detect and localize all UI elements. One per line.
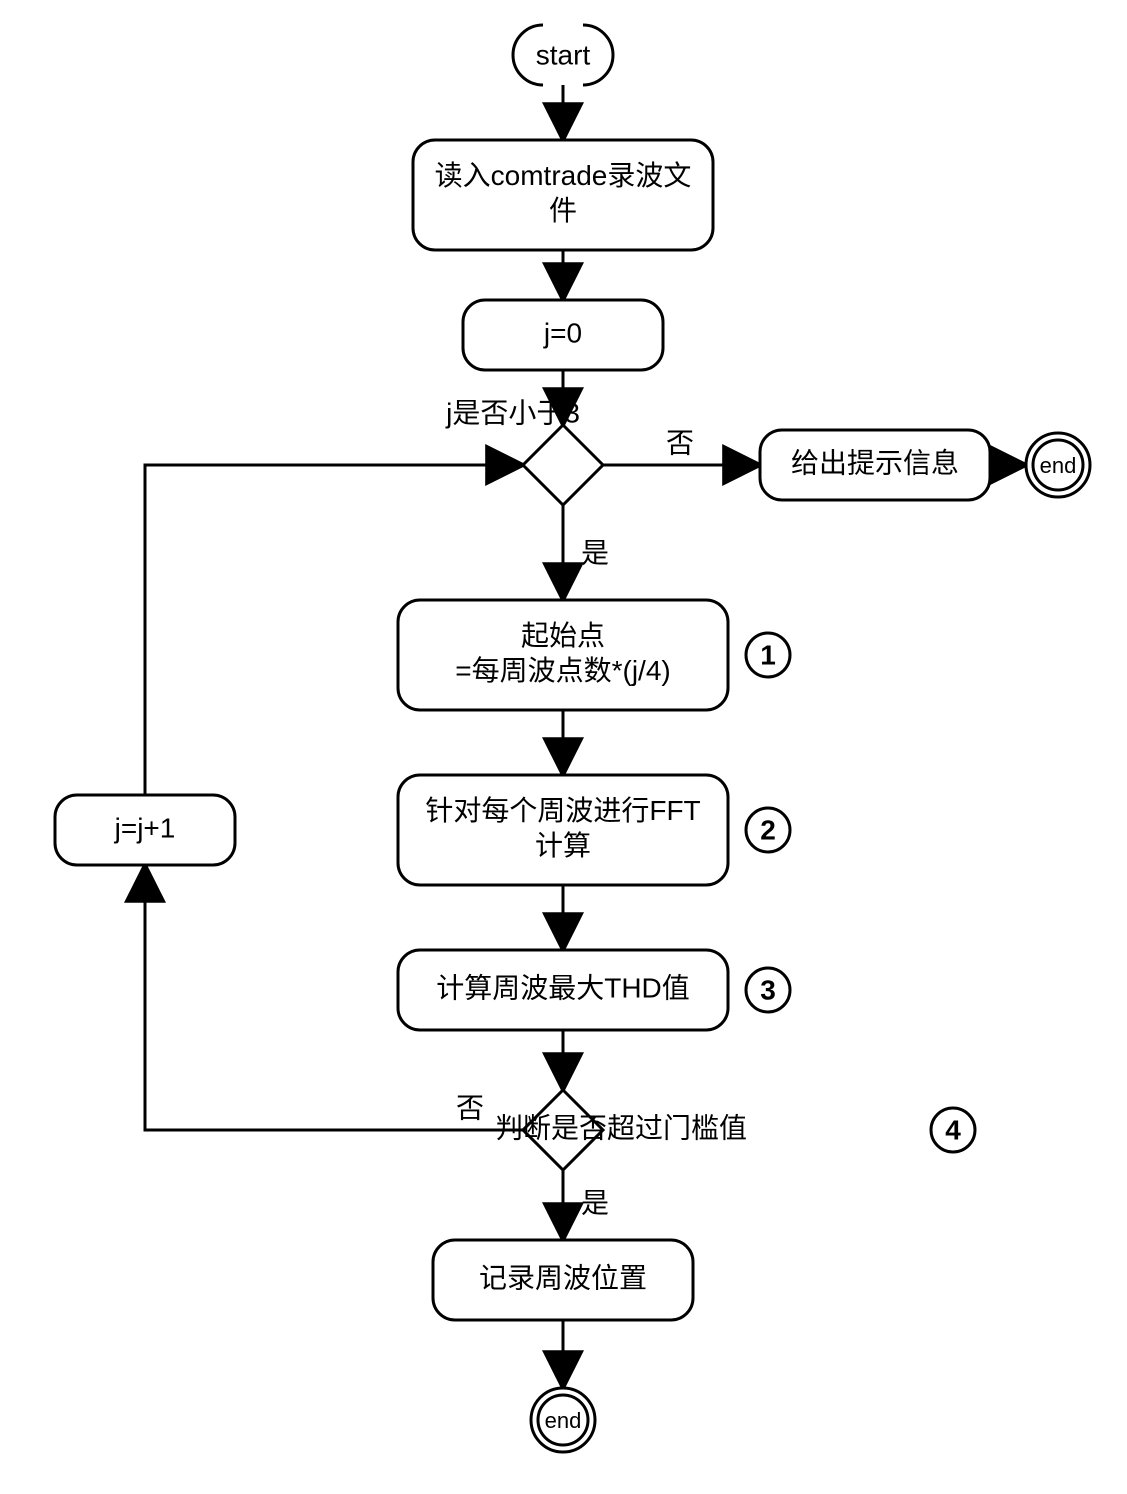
svg-text:4: 4 [945, 1114, 961, 1145]
svg-text:是: 是 [581, 537, 609, 568]
svg-text:给出提示信息: 给出提示信息 [791, 447, 959, 478]
svg-text:end: end [1040, 453, 1077, 478]
flowchart-container: 否是是否start读入comtrade录波文件j=0j是否小于3给出提示信息en… [0, 0, 1127, 1494]
svg-text:=每周波点数*(j/4): =每周波点数*(j/4) [455, 655, 670, 686]
svg-text:3: 3 [760, 974, 776, 1005]
svg-text:否: 否 [456, 1092, 484, 1123]
svg-text:判断是否超过门槛值: 判断是否超过门槛值 [495, 1112, 747, 1143]
svg-text:start: start [536, 39, 591, 70]
svg-text:读入comtrade录波文: 读入comtrade录波文 [435, 160, 692, 191]
svg-text:针对每个周波进行FFT: 针对每个周波进行FFT [425, 795, 700, 826]
svg-text:end: end [545, 1408, 582, 1433]
svg-text:计算周波最大THD值: 计算周波最大THD值 [436, 972, 690, 1003]
svg-text:否: 否 [666, 427, 694, 458]
svg-text:2: 2 [760, 814, 776, 845]
svg-text:起始点: 起始点 [521, 620, 605, 651]
svg-text:j=0: j=0 [543, 317, 582, 348]
svg-text:计算: 计算 [535, 830, 591, 861]
svg-text:1: 1 [760, 639, 776, 670]
svg-text:记录周波位置: 记录周波位置 [479, 1262, 647, 1293]
svg-text:j=j+1: j=j+1 [114, 812, 176, 843]
svg-text:是: 是 [581, 1187, 609, 1218]
svg-text:j是否小于3: j是否小于3 [445, 397, 580, 428]
svg-text:件: 件 [549, 195, 577, 226]
